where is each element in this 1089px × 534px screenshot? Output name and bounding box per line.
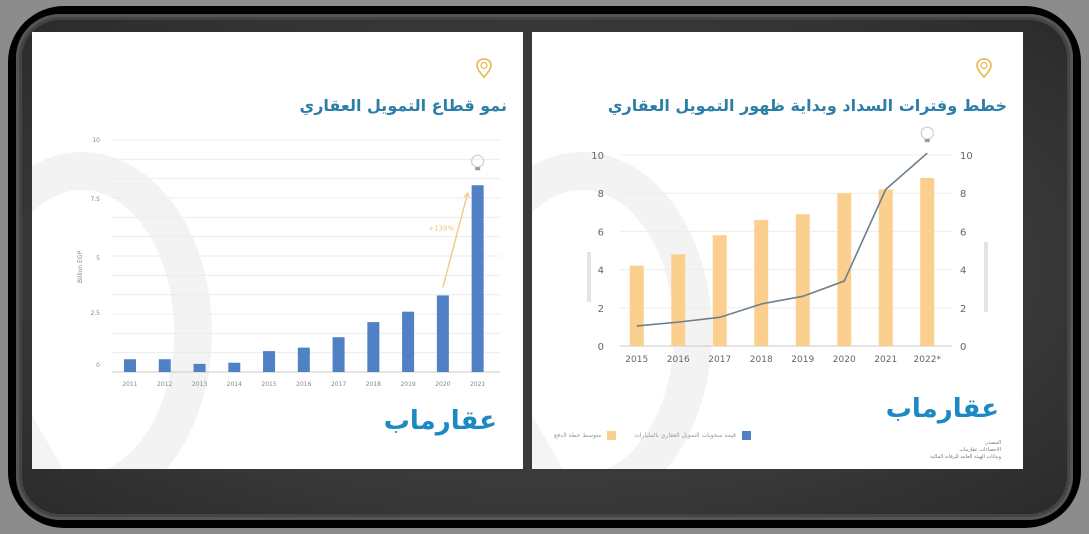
x-tick-label: 2015 (625, 355, 648, 365)
y-tick-right: 6 (960, 227, 966, 238)
legend-label: متوسط خطة الدفع (554, 432, 602, 439)
growth-bar-chart: 0 2.5 5 7.5 10 Billion EGP 2011 2012 2013 2014 201… (77, 137, 500, 388)
chart-title: نمو قطاع التمويل العقاري (299, 96, 507, 115)
bar-2013 (193, 363, 206, 372)
y-axis-label-right (984, 242, 988, 312)
location-pin-icon (476, 58, 492, 78)
x-tick-label: 2013 (192, 381, 207, 388)
chart-legend: قيمة سحوبات التمويل العقاري بالمليارات م… (554, 431, 751, 440)
y-tick-label: 2.5 (90, 310, 100, 317)
bar-2015 (629, 265, 644, 346)
y-tick-left: 4 (598, 266, 604, 277)
line-series (636, 152, 928, 327)
legend-item-blue: قيمة سحوبات التمويل العقاري بالمليارات (634, 431, 751, 440)
x-tick-label: 2022* (914, 355, 942, 365)
bar-2018 (754, 219, 769, 346)
bar-2019 (402, 311, 415, 372)
chart-title: خطط وفترات السداد وبداية ظهور التمويل ال… (607, 96, 1007, 115)
y-tick-left: 8 (598, 189, 604, 200)
x-tick-label: 2016 (296, 381, 311, 388)
y-tick-right: 0 (960, 342, 966, 353)
legend-swatch (741, 431, 751, 440)
x-tick-label: 2018 (750, 355, 773, 365)
x-tick-label: 2015 (261, 381, 276, 388)
x-tick-label: 2016 (667, 355, 690, 365)
bar-2016 (297, 347, 310, 372)
x-tick-label: 2017 (331, 381, 346, 388)
y-tick-right: 8 (960, 189, 966, 200)
bar-2018 (367, 322, 380, 372)
repayment-chart-card: خطط وفترات السداد وبداية ظهور التمويل ال… (532, 32, 1023, 469)
y-tick-label: 7.5 (90, 196, 100, 203)
x-tick-label: 2017 (708, 355, 731, 365)
x-tick-label: 2012 (157, 381, 172, 388)
y-tick-label: 0 (96, 362, 100, 369)
y-axis-label-left (587, 252, 591, 302)
growth-chart-card: نمو قطاع التمويل العقاري 0 2.5 5 7.5 10 Billi… (32, 32, 523, 469)
y-tick-left: 10 (591, 151, 604, 162)
lightbulb-icon (920, 126, 934, 143)
bar-2017 (712, 235, 727, 346)
y-axis-label: Billion EGP (77, 251, 84, 284)
source-line: الاحصاءات عقارماب (959, 447, 1001, 453)
lightbulb-icon (471, 154, 485, 171)
y-tick-label: 5 (96, 255, 100, 262)
bar-2015 (263, 351, 276, 372)
y-tick-left: 2 (598, 304, 604, 315)
y-tick-label: 10 (92, 137, 100, 144)
x-tick-label: 2021 (470, 381, 485, 388)
source-heading: المصدر: (984, 440, 1001, 446)
bar-2022* (920, 177, 935, 346)
y-tick-right: 2 (960, 304, 966, 315)
aqarmap-logo: عقارماب (383, 406, 498, 436)
source-note: المصدر: الاحصاءات عقارماب وبيانات الهيئة… (930, 440, 1001, 461)
y-tick-left: 6 (598, 227, 604, 238)
x-tick-label: 2019 (791, 355, 814, 365)
source-line: وبيانات الهيئة العامة للرقابة المالية (930, 454, 1001, 460)
growth-arrow (442, 193, 469, 288)
x-tick-label: 2021 (874, 355, 897, 365)
bar-2017 (332, 337, 345, 372)
location-pin-icon (976, 58, 992, 78)
bar-2012 (158, 359, 171, 372)
bar-2021 (878, 189, 893, 346)
x-tick-label: 2019 (400, 381, 415, 388)
x-tick-label: 2020 (435, 381, 450, 388)
growth-annotation: +139% (428, 224, 454, 232)
x-tick-label: 2014 (227, 381, 242, 388)
legend-swatch (607, 431, 617, 440)
legend-label: قيمة سحوبات التمويل العقاري بالمليارات (634, 432, 736, 439)
y-tick-left: 0 (598, 342, 604, 353)
bar-2014 (228, 362, 241, 372)
x-tick-label: 2011 (122, 381, 137, 388)
legend-item-orange: متوسط خطة الدفع (554, 431, 617, 440)
aqarmap-logo: عقارماب (885, 394, 1000, 424)
y-tick-right: 4 (960, 266, 966, 277)
bar-2021 (471, 185, 484, 372)
y-tick-right: 10 (960, 151, 973, 162)
bar-2011 (124, 359, 136, 372)
bar-2016 (671, 254, 686, 346)
x-tick-label: 2018 (366, 381, 381, 388)
repayment-combo-chart: 0 2 4 6 8 10 0 2 4 6 8 10 2015 2016 2017 2018 2019 2020 20… (587, 126, 988, 365)
x-tick-label: 2020 (833, 355, 856, 365)
bar-2020 (837, 193, 852, 346)
bar-2020 (436, 295, 449, 372)
bar-2019 (795, 214, 810, 346)
